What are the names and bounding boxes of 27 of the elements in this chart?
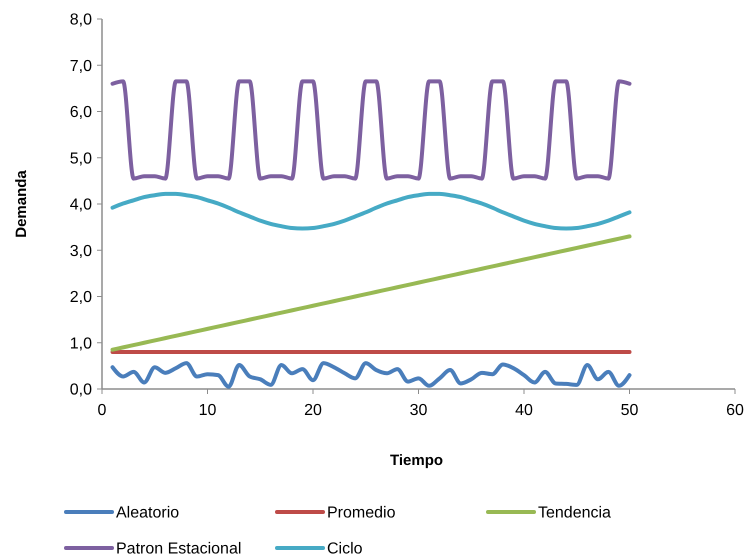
x-tick-label: 60 (726, 402, 744, 419)
x-tick-label: 50 (620, 402, 638, 419)
y-tick-label: 6,0 (70, 104, 92, 122)
x-tick-label: 40 (515, 402, 533, 419)
legend-label: Tendencia (538, 504, 612, 522)
legend-label: Aleatorio (116, 504, 180, 522)
y-tick-label: 8,0 (70, 12, 92, 29)
line-series (110, 79, 632, 181)
line-series (110, 192, 632, 231)
y-tick-label: 5,0 (70, 150, 92, 168)
legend-label: Promedio (327, 504, 396, 522)
y-tick-label: 7,0 (70, 58, 92, 75)
line-series (110, 234, 632, 352)
line-series (110, 361, 632, 389)
x-tick-label: 0 (98, 402, 107, 419)
x-tick-label: 30 (410, 402, 428, 419)
y-axis-title: Demanda (13, 170, 30, 238)
y-tick-label: 3,0 (70, 242, 92, 260)
legend-label: Patron Estacional (116, 540, 242, 556)
x-tick-label: 20 (304, 402, 322, 419)
legend-label: Ciclo (327, 540, 363, 556)
y-tick-label: 4,0 (70, 196, 92, 214)
y-tick-label: 2,0 (70, 289, 92, 306)
y-tick-label: 0,0 (70, 382, 92, 399)
y-tick-label: 1,0 (70, 335, 92, 352)
x-axis-title: Tiempo (390, 452, 444, 469)
x-tick-label: 10 (198, 402, 216, 419)
